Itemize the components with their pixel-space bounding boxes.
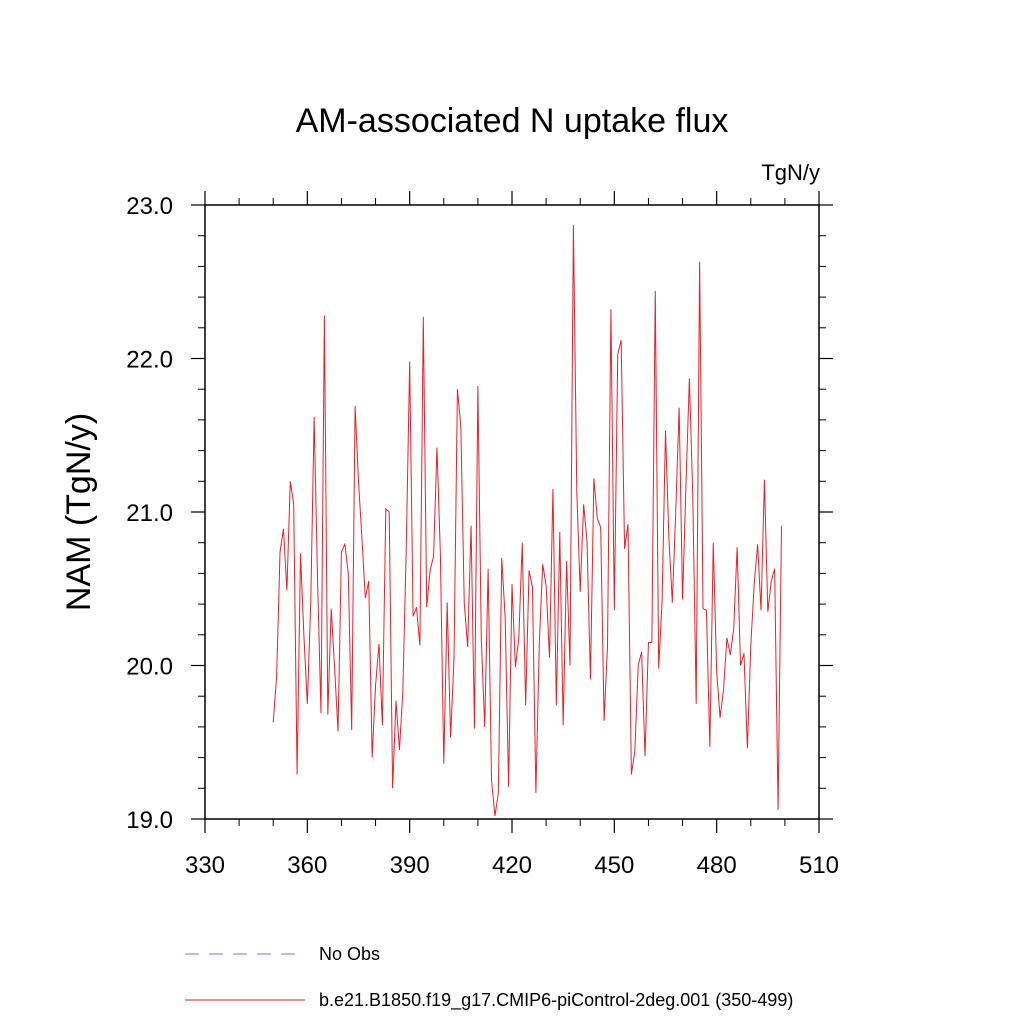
axis-ticks: 330 360 390 420 450 480 510 19.0 20.0 21.0 22.0 23.… (126, 191, 839, 879)
y-tick-label: 19.0 (126, 807, 173, 834)
x-tick-label: 420 (492, 852, 532, 879)
chart-title: AM-associated N uptake flux (296, 102, 729, 140)
y-tick-label: 23.0 (126, 193, 173, 220)
x-tick-label: 510 (799, 852, 839, 879)
legend-label-no-obs: No Obs (319, 944, 380, 964)
series-line (272, 224, 782, 817)
y-tick-label: 21.0 (126, 500, 173, 527)
legend-label-model: b.e21.B1850.f19_g17.CMIP6-piControl-2deg… (319, 990, 793, 1011)
y-tick-label: 20.0 (126, 654, 173, 681)
x-tick-label: 360 (287, 852, 327, 879)
x-tick-label: 450 (594, 852, 634, 879)
units-label: TgN/y (761, 160, 820, 185)
y-axis-title: NAM (TgN/y) (60, 413, 98, 611)
y-tick-label: 22.0 (126, 347, 173, 374)
legend: No Obs b.e21.B1850.f19_g17.CMIP6-piContr… (185, 944, 793, 1011)
x-tick-label: 390 (390, 852, 430, 879)
series-layer (272, 224, 782, 817)
x-tick-label: 330 (185, 852, 225, 879)
x-tick-label: 480 (697, 852, 737, 879)
plot-frame (204, 204, 820, 820)
plot-area (204, 204, 820, 820)
